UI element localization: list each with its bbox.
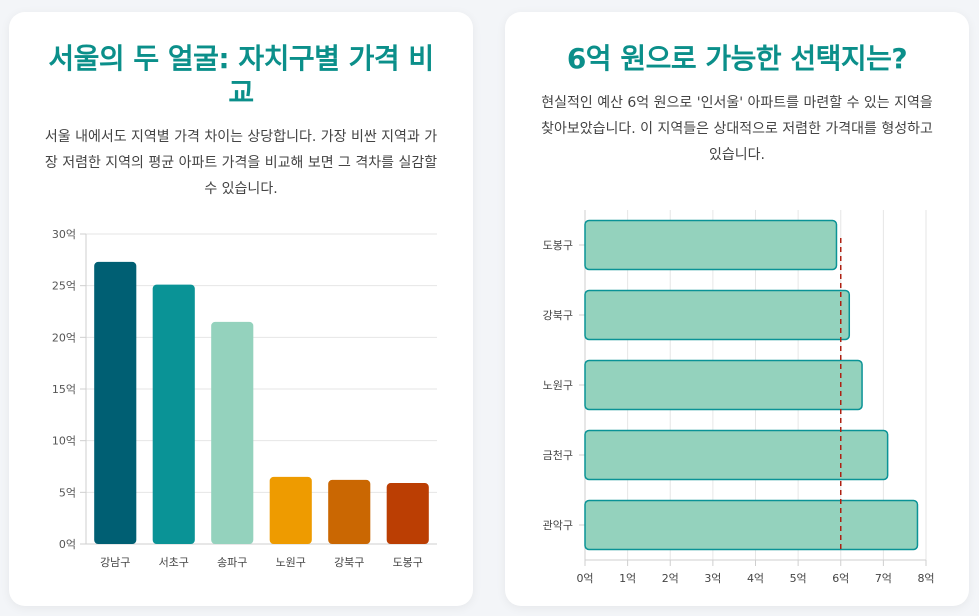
bar-1 [94,261,137,544]
y-tick-label: 5억 [59,486,76,499]
y-tick-label: 20억 [52,331,76,344]
left-title: 서울의 두 얼굴: 자치구별 가격 비교 [48,42,434,109]
x-tick-label: 강남구 [100,556,130,569]
x-tick-label: 0억 [576,572,593,585]
y-tick-label: 30억 [52,228,76,241]
bar-6 [386,483,429,544]
right-description: 현실적인 예산 6억 원으로 '인서울' 아파트를 마련할 수 있는 지역을 찾… [541,95,933,163]
x-tick-label: 4억 [747,572,764,585]
bar-4 [269,476,312,544]
y-tick-label: 0억 [59,538,76,551]
x-tick-label: 7억 [875,572,892,585]
x-tick-label: 1억 [619,572,636,585]
bar-3 [211,321,254,544]
x-tick-label: 5억 [790,572,807,585]
bar-1 [584,219,838,271]
left-card: 서울의 두 얼굴: 자치구별 가격 비교 서울 내에서도 지역별 가격 차이는 … [9,12,473,606]
x-tick-label: 6억 [832,572,849,585]
x-tick-label: 강북구 [334,556,364,569]
x-tick-label: 8억 [917,572,934,585]
x-tick-label: 송파구 [217,556,247,569]
y-tick-label: 강북구 [543,309,573,322]
y-tick-label: 금천구 [543,448,573,462]
bar-2 [152,284,195,544]
x-tick-label: 2억 [662,572,679,585]
bar-5 [584,499,919,551]
x-tick-label: 서초구 [159,556,189,569]
bar-5 [328,479,371,544]
y-tick-label: 10억 [52,435,76,448]
right-card: 6억 원으로 가능한 선택지는? 현실적인 예산 6억 원으로 '인서울' 아파… [505,12,969,606]
y-tick-label: 관악구 [543,519,573,532]
bar-4 [584,429,889,481]
bar-2 [584,289,851,341]
right-title: 6억 원으로 가능한 선택지는? [566,42,908,75]
y-tick-label: 25억 [52,280,76,293]
y-tick-label: 노원구 [543,379,573,392]
bar-3 [584,359,863,411]
x-tick-label: 3억 [704,572,721,585]
y-tick-label: 도봉구 [543,239,573,252]
y-tick-label: 15억 [52,383,76,396]
x-tick-label: 도봉구 [393,556,423,569]
x-tick-label: 노원구 [276,556,306,569]
left-description: 서울 내에서도 지역별 가격 차이는 상당합니다. 가장 비싼 지역과 가장 저… [44,129,438,197]
